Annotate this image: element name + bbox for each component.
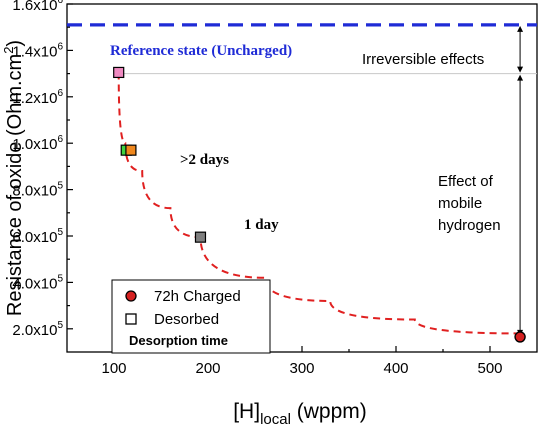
desorbed-point (125, 144, 137, 156)
x-axis-label-sub: local (260, 411, 291, 428)
data-points (113, 66, 526, 343)
x-axis-label-main: [H] (233, 400, 260, 423)
legend-label-charged: 72h Charged (154, 288, 241, 305)
legend-footer: Desorption time (129, 333, 228, 348)
y-tick-label: 2.0x105 (12, 320, 63, 339)
x-axis-label: [H]local (wppm) (233, 400, 367, 428)
mobile-hydrogen-label-line1: Effect of (438, 173, 494, 190)
fit-curve (117, 72, 521, 335)
x-tick-label: 400 (383, 360, 408, 377)
x-axis-label-unit: (wppm) (291, 400, 367, 423)
charged-point (514, 331, 526, 343)
y-tick-label: 6.0x105 (12, 227, 63, 246)
annotation-arrows (517, 25, 524, 336)
x-tick-label: 100 (101, 360, 126, 377)
y-tick-label: 8.0x105 (12, 181, 63, 200)
reference-state-label: Reference state (Uncharged) (110, 43, 292, 59)
y-tick-label: 1.0x106 (12, 134, 63, 153)
x-axis-ticks: 100 200 300 400 500 (101, 346, 503, 377)
x-tick-label: 300 (289, 360, 314, 377)
y-tick-label: 1.2x106 (12, 88, 63, 107)
y-tick-label: 4.0x105 (12, 273, 63, 292)
desorbed-point (113, 66, 125, 79)
y-axis-label: Resistance of oxide (Ohm.cm2) (1, 40, 26, 316)
y-tick-label: 1.4x106 (12, 41, 63, 60)
two-days-label: >2 days (180, 152, 229, 168)
y-tick-label: 1.6x106 (12, 0, 63, 14)
y-axis-label-sup: 2 (1, 47, 16, 54)
legend: 72h Charged Desorbed Desorption time (111, 279, 271, 354)
y-axis-label-main: Resistance of oxide (Ohm.cm (4, 54, 26, 316)
legend-label-desorbed: Desorbed (154, 311, 219, 328)
x-tick-label: 200 (195, 360, 220, 377)
desorbed-point (194, 231, 207, 243)
legend-box (111, 279, 271, 354)
y-axis-label-end: ) (4, 40, 26, 47)
irreversible-arrow-head-down (517, 66, 524, 73)
x-tick-label: 500 (477, 360, 502, 377)
irreversible-effects-label: Irreversible effects (362, 51, 484, 68)
mobile-hydrogen-arrow-head-up (517, 74, 524, 81)
legend-marker-desorbed (125, 313, 137, 325)
irreversible-arrow-head-up (517, 25, 524, 32)
y-axis-ticks: 2.0x105 4.0x105 6.0x105 8.0x105 1.0x106 1.2x1… (12, 0, 73, 339)
legend-marker-charged (125, 290, 137, 302)
mobile-hydrogen-label-line3: hydrogen (438, 217, 501, 234)
one-day-label: 1 day (244, 217, 279, 233)
mobile-hydrogen-label-line2: mobile (438, 195, 482, 212)
